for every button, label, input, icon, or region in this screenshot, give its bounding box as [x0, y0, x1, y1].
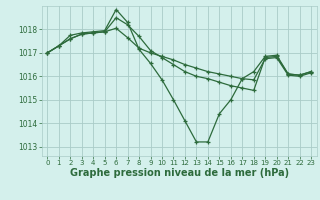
X-axis label: Graphe pression niveau de la mer (hPa): Graphe pression niveau de la mer (hPa): [70, 168, 289, 178]
